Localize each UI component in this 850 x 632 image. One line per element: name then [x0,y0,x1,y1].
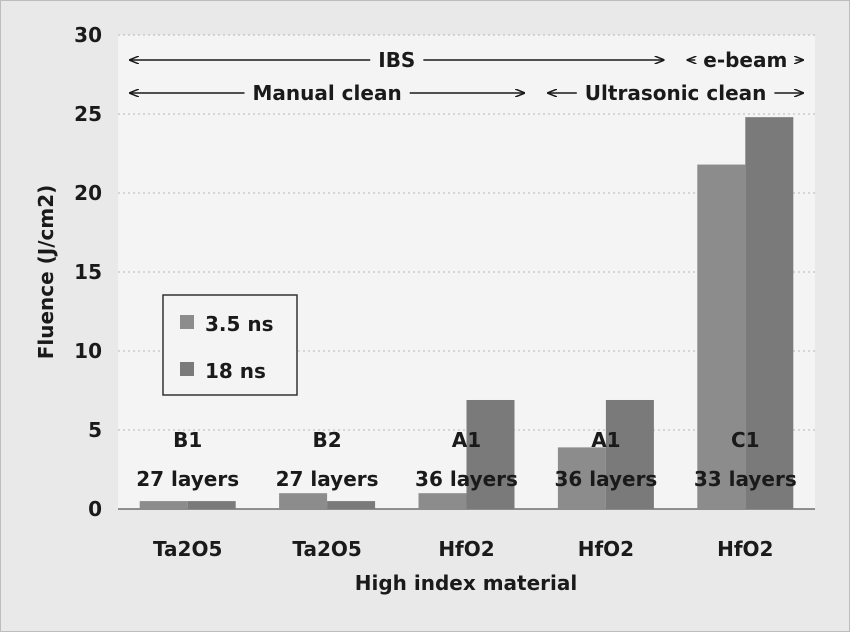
legend-label-18-ns: 18 ns [205,359,266,383]
y-tick-label: 30 [74,23,102,47]
layer-count-label: 27 layers [276,467,379,491]
annotation-label: e-beam [703,48,787,72]
bar-3-5-ns [279,493,328,509]
x-tick-label: HfO2 [578,537,634,561]
bar-18-ns [327,501,376,509]
bar-18-ns [605,399,654,509]
x-axis-title: High index material [355,571,577,595]
legend-swatch-3-5-ns [180,315,194,329]
y-tick-label: 0 [88,497,102,521]
legend-swatch-18-ns [180,362,194,376]
legend-box [162,294,298,396]
x-tick-label: HfO2 [717,537,773,561]
y-tick-label: 15 [74,260,102,284]
bar-3-5-ns [697,164,746,509]
bar-3-5-ns [139,501,188,509]
y-tick-label: 5 [88,418,102,442]
annotation-label: Ultrasonic clean [585,81,767,105]
x-tick-label: Ta2O5 [153,537,222,561]
bar-18-ns [466,399,515,509]
layer-count-label: 36 layers [554,467,657,491]
layer-count-label: 27 layers [136,467,239,491]
y-tick-label: 20 [74,181,102,205]
sample-label: B1 [173,428,202,452]
bars [139,117,794,509]
bar-18-ns [745,117,794,509]
sample-label: B2 [313,428,342,452]
y-axis-title: Fluence (J/cm2) [34,185,58,360]
bar-3-5-ns [557,447,606,509]
annotation-label: Manual clean [252,81,401,105]
legend: 3.5 ns 18 ns [162,294,298,396]
bar-labels: B1 27 layers B2 27 layers A1 36 layers A1 36 la… [136,428,797,491]
bar-3-5-ns [418,493,467,509]
sample-label: A1 [591,428,620,452]
sample-label: A1 [452,428,481,452]
layer-count-label: 36 layers [415,467,518,491]
y-tick-label: 25 [74,102,102,126]
bar-18-ns [187,501,236,509]
x-tick-label: Ta2O5 [292,537,361,561]
x-tick-label: HfO2 [438,537,494,561]
annotation-label: IBS [378,48,415,72]
annotations: IBS e-beam Manual clean Ultrasonic clean [130,48,803,105]
layer-count-label: 33 layers [694,467,797,491]
legend-label-3-5-ns: 3.5 ns [205,312,274,336]
sample-label: C1 [731,428,760,452]
y-tick-label: 10 [74,339,102,363]
